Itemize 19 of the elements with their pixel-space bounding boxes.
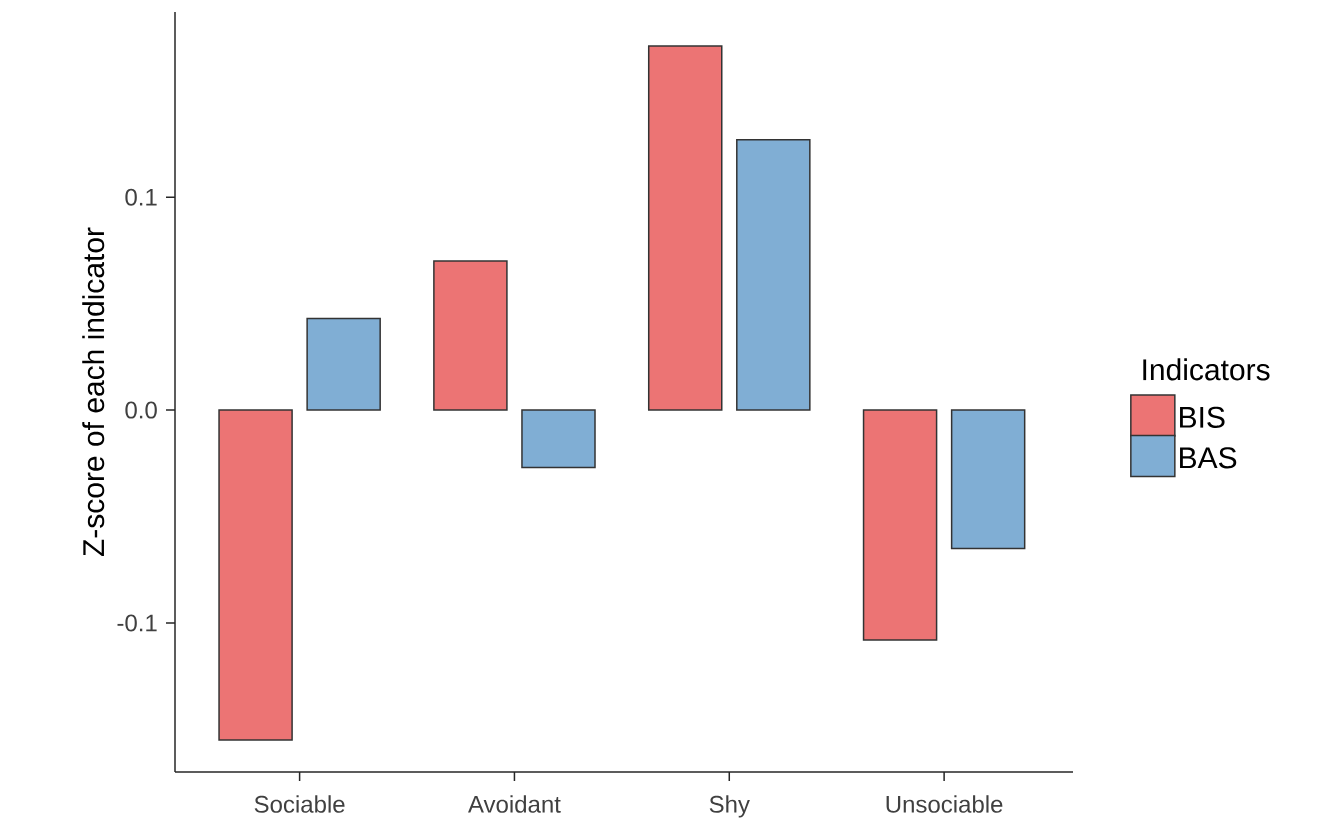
- x-tick-label: Unsociable: [886, 795, 1003, 813]
- bar: [862, 409, 938, 641]
- bar: [647, 45, 723, 411]
- y-tick-label: 0.0: [125, 401, 157, 419]
- legend-label: BAS: [1180, 447, 1237, 469]
- bar: [950, 409, 1026, 550]
- y-tick-label: 0.1: [125, 188, 157, 206]
- bar: [736, 138, 811, 411]
- x-tick-label: Shy: [709, 795, 750, 818]
- y-tick-label: -0.1: [117, 614, 157, 632]
- bar: [433, 260, 508, 411]
- y-axis-title: Z-score of each indicator: [82, 227, 105, 557]
- legend-label: BIS: [1180, 406, 1225, 428]
- bar: [218, 409, 293, 741]
- x-tick-label: Avoidant: [468, 795, 561, 813]
- bar: [521, 409, 596, 469]
- x-tick-label: Sociable: [254, 795, 345, 813]
- legend-title: Indicators: [1143, 358, 1270, 381]
- bar: [306, 317, 381, 411]
